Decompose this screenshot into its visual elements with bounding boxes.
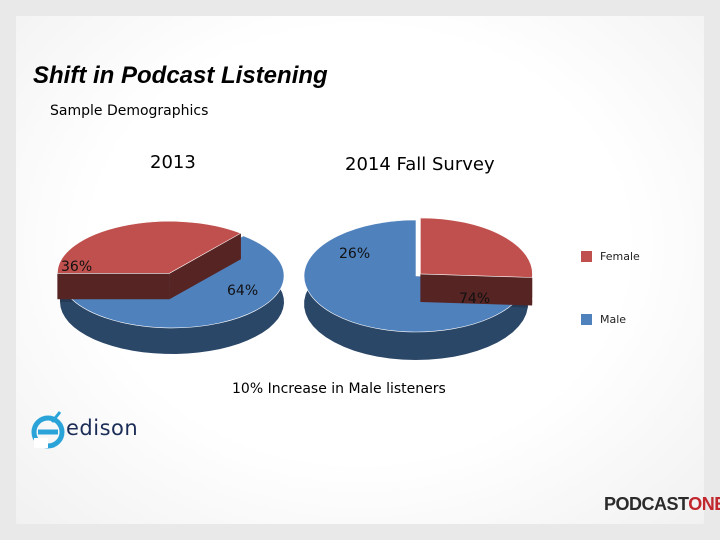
edison-logo: edison [30,408,140,454]
pie-2014-top-female [420,217,533,278]
pie-2014-wall-female-1 [420,273,533,306]
pie-2013-rim-male [60,235,284,354]
pie-2013-wall-female-1 [169,233,241,300]
edison-e-icon [31,411,65,449]
podcastone-logo-main: PODCAST [604,494,689,514]
chart-title-2014: 2014 Fall Survey [345,154,495,175]
pie-2013-wall-female-0 [57,273,170,300]
slide-title: Shift in Podcast Listening [33,62,328,89]
edison-logo-text: edison [66,416,139,440]
chart-title-2013: 2013 [150,152,196,173]
podcastone-logo: PODCASTONE [600,486,720,520]
pie-2014-male-label: 74% [459,291,491,307]
pie-2013-male-label: 64% [227,283,259,299]
pie-2013-female-label: 36% [61,259,93,275]
pie-2013-slice-female [57,220,242,300]
legend-label-female: Female [600,250,640,263]
podcastone-logo-text: PODCASTONE [604,494,720,515]
pie-2013-top-female [57,220,242,274]
legend-swatch-female [581,251,592,262]
podcastone-logo-accent: ONE [688,494,720,514]
legend-label-male: Male [600,313,627,326]
pie-2014-top-male [303,219,529,333]
legend-swatch-male [581,314,592,325]
pie-2014-slice-female [420,217,533,306]
slide-subtitle: Sample Demographics [50,103,209,119]
pie-2014-female-label: 26% [339,246,371,262]
chart-caption: 10% Increase in Male listeners [232,381,446,397]
